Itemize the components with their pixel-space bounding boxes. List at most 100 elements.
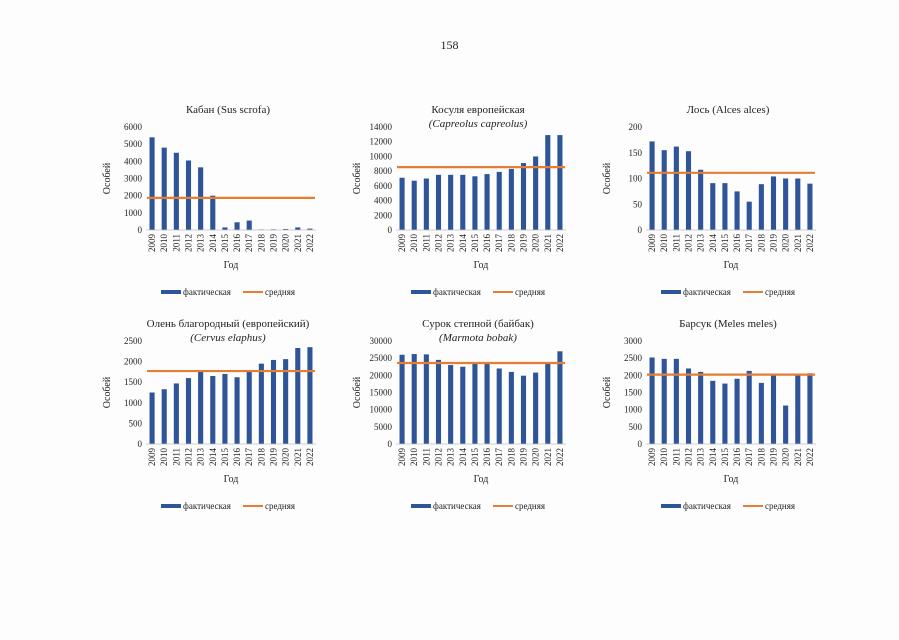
chart-title-line1: Сурок степной (байбак) bbox=[422, 318, 534, 330]
bar-2013 bbox=[698, 371, 704, 444]
bar-2021 bbox=[295, 227, 301, 230]
bar-2013 bbox=[448, 174, 454, 230]
x-tick-label: 2020 bbox=[531, 448, 541, 467]
x-tick-label: 2016 bbox=[732, 234, 742, 253]
bar-2019 bbox=[770, 176, 777, 230]
chart-plot: 0 5000 10000 15000 20000 25000 30000 Особей 2009… bbox=[352, 336, 566, 485]
bar-2020 bbox=[783, 178, 789, 230]
bar-2014 bbox=[710, 380, 716, 444]
y-axis-label: Особей bbox=[102, 162, 113, 194]
x-tick-label: 2021 bbox=[543, 234, 553, 252]
x-tick-label: 2016 bbox=[232, 448, 242, 467]
x-tick-label: 2021 bbox=[793, 448, 803, 466]
x-tick-label: 2011 bbox=[421, 448, 431, 466]
y-tick-label: 5000 bbox=[374, 422, 393, 432]
x-tick-label: 2020 bbox=[531, 234, 541, 253]
bar-2009 bbox=[649, 357, 655, 444]
bar-2010 bbox=[661, 150, 667, 230]
bar-2021 bbox=[545, 135, 551, 230]
x-tick-label: 2019 bbox=[269, 234, 279, 253]
y-tick-label: 25000 bbox=[370, 353, 393, 363]
x-tick-label: 2018 bbox=[506, 448, 516, 467]
y-tick-label: 1000 bbox=[624, 405, 643, 415]
bar-2019 bbox=[520, 375, 527, 444]
chart-legend: фактическая средняя bbox=[88, 287, 368, 297]
x-tick-label: 2015 bbox=[720, 234, 730, 253]
y-tick-label: 10000 bbox=[370, 405, 393, 415]
x-tick-label: 2020 bbox=[281, 234, 291, 253]
bar-2014 bbox=[460, 174, 466, 230]
bar-2009 bbox=[399, 354, 405, 444]
legend-mean-swatch bbox=[242, 505, 263, 507]
y-tick-label: 2000 bbox=[124, 357, 143, 367]
legend-mean: средняя bbox=[492, 287, 545, 297]
x-tick-label: 2015 bbox=[220, 234, 230, 253]
bar-2015 bbox=[222, 227, 228, 230]
bar-2020 bbox=[533, 372, 539, 444]
chart-legend: фактическая средняя bbox=[338, 501, 618, 511]
legend-actual-label: фактическая bbox=[683, 287, 731, 297]
y-axis-label: Особей bbox=[352, 376, 363, 408]
y-tick-label: 3000 bbox=[124, 174, 143, 184]
x-tick-label: 2015 bbox=[720, 448, 730, 467]
x-tick-label: 2013 bbox=[196, 448, 206, 467]
bar-2011 bbox=[423, 178, 429, 230]
bar-2010 bbox=[411, 354, 417, 444]
y-axis-label: Особей bbox=[602, 162, 613, 194]
y-tick-label: 5000 bbox=[124, 139, 143, 149]
x-tick-label: 2016 bbox=[482, 448, 492, 467]
bar-2015 bbox=[722, 383, 728, 444]
chart-title: Косуля европейская (Capreolus capreolus) bbox=[338, 103, 618, 131]
x-tick-label: 2017 bbox=[494, 234, 504, 253]
y-tick-label: 10000 bbox=[370, 151, 393, 161]
x-tick-label: 2017 bbox=[494, 448, 504, 467]
bar-2011 bbox=[673, 358, 679, 444]
bar-2010 bbox=[161, 147, 167, 230]
bar-2018 bbox=[758, 184, 764, 230]
legend-actual: фактическая bbox=[161, 501, 231, 511]
bar-2010 bbox=[411, 180, 417, 230]
x-axis-label: Год bbox=[724, 260, 739, 271]
x-tick-label: 2016 bbox=[232, 234, 242, 253]
bar-2012 bbox=[185, 160, 192, 230]
y-tick-label: 4000 bbox=[124, 156, 143, 166]
chart-title-line2: (Capreolus capreolus) bbox=[428, 118, 528, 130]
legend-mean-swatch bbox=[492, 291, 513, 293]
x-tick-label: 2012 bbox=[684, 448, 694, 466]
bar-2022 bbox=[557, 351, 563, 444]
x-tick-label: 2013 bbox=[696, 234, 706, 253]
legend-actual: фактическая bbox=[411, 501, 481, 511]
x-tick-label: 2020 bbox=[281, 448, 291, 467]
bar-2020 bbox=[783, 405, 789, 444]
bar-2017 bbox=[246, 220, 252, 230]
x-tick-label: 2009 bbox=[147, 448, 157, 467]
y-tick-label: 30000 bbox=[370, 336, 393, 346]
x-tick-label: 2017 bbox=[244, 448, 254, 467]
bar-2016 bbox=[734, 378, 740, 444]
x-tick-label: 2019 bbox=[519, 448, 529, 467]
x-tick-label: 2014 bbox=[458, 234, 468, 253]
x-axis-label: Год bbox=[224, 260, 239, 271]
y-tick-label: 14000 bbox=[370, 122, 393, 132]
chart-legend: фактическая средняя bbox=[588, 287, 868, 297]
y-tick-label: 4000 bbox=[374, 196, 393, 206]
y-tick-label: 6000 bbox=[124, 122, 143, 132]
x-tick-label: 2021 bbox=[793, 234, 803, 252]
x-tick-label: 2022 bbox=[805, 448, 815, 466]
legend-actual-swatch bbox=[411, 290, 431, 294]
y-tick-label: 8000 bbox=[374, 166, 393, 176]
chart-title: Барсук (Meles meles) bbox=[588, 317, 868, 331]
legend-mean-label: средняя bbox=[764, 501, 795, 511]
x-tick-label: 2009 bbox=[397, 234, 407, 253]
x-tick-label: 2017 bbox=[744, 448, 754, 467]
chart-legend: фактическая средняя bbox=[338, 287, 618, 297]
legend-mean-label: средняя bbox=[514, 287, 545, 297]
x-tick-label: 2019 bbox=[519, 234, 529, 253]
x-tick-label: 2009 bbox=[647, 448, 657, 467]
x-tick-label: 2021 bbox=[543, 448, 553, 466]
bar-2020 bbox=[283, 228, 289, 230]
y-tick-label: 1500 bbox=[124, 377, 143, 387]
